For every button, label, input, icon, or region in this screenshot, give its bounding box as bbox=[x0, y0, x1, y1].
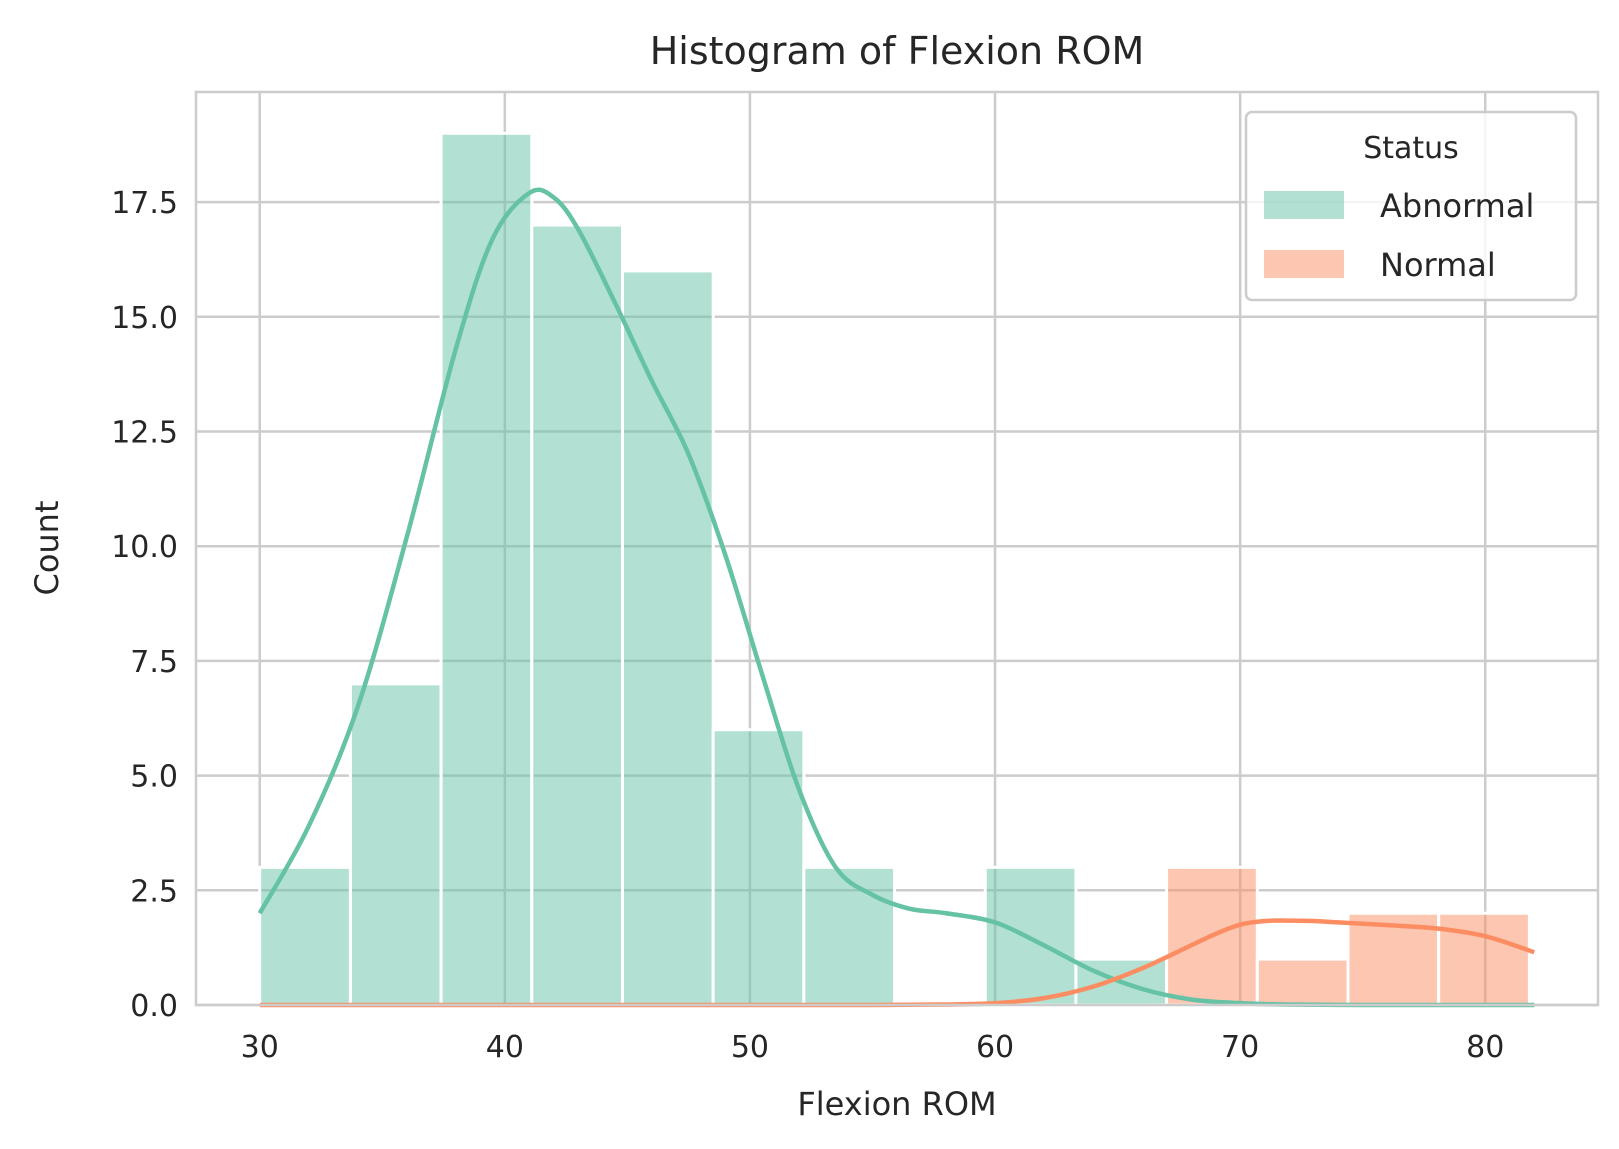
y-tick-label: 15.0 bbox=[111, 301, 178, 336]
legend: Status Abnormal Normal bbox=[1244, 110, 1578, 302]
chart-title: Histogram of Flexion ROM bbox=[650, 29, 1145, 73]
legend-label-abnormal: Abnormal bbox=[1380, 187, 1534, 225]
y-tick-label: 12.5 bbox=[111, 416, 178, 451]
x-tick-label: 70 bbox=[1221, 1030, 1259, 1065]
bar-abnormal bbox=[439, 131, 534, 1007]
plot-frame bbox=[194, 90, 1600, 1007]
bar-normal bbox=[1437, 911, 1531, 1007]
bar-abnormal bbox=[1074, 957, 1169, 1007]
bar-abnormal bbox=[802, 865, 897, 1007]
bar-abnormal bbox=[711, 728, 806, 1007]
x-tick-label: 60 bbox=[976, 1030, 1014, 1065]
kde-line-abnormal bbox=[257, 187, 1535, 1008]
y-tick-label: 5.0 bbox=[130, 760, 178, 795]
bar-normal bbox=[1255, 957, 1350, 1007]
bar-abnormal bbox=[348, 682, 443, 1007]
bar-abnormal bbox=[258, 865, 352, 1007]
histogram-bars bbox=[258, 131, 1531, 1007]
y-tick-label: 10.0 bbox=[111, 530, 178, 565]
legend-swatch-abnormal bbox=[1264, 191, 1344, 219]
y-tick-label: 2.5 bbox=[130, 874, 178, 909]
x-tick-label: 80 bbox=[1466, 1030, 1504, 1065]
x-tick-label: 50 bbox=[731, 1030, 769, 1065]
y-tick-label: 0.0 bbox=[130, 989, 178, 1024]
y-axis-title: Count bbox=[28, 500, 66, 595]
bar-abnormal bbox=[530, 223, 624, 1007]
x-tick-label: 30 bbox=[241, 1030, 279, 1065]
x-tick-label: 40 bbox=[486, 1030, 524, 1065]
y-tick-label: 17.5 bbox=[111, 186, 178, 221]
legend-swatch-normal bbox=[1264, 250, 1344, 278]
x-axis-title: Flexion ROM bbox=[797, 1085, 996, 1123]
bar-abnormal bbox=[620, 269, 715, 1007]
y-axis-ticks: 0.0 2.5 5.0 7.5 10.0 12.5 15.0 17.5 bbox=[111, 186, 178, 1024]
bar-abnormal bbox=[983, 865, 1078, 1007]
legend-label-normal: Normal bbox=[1380, 246, 1496, 284]
y-tick-label: 7.5 bbox=[130, 645, 178, 680]
legend-title: Status bbox=[1363, 131, 1459, 166]
x-axis-ticks: 30 40 50 60 70 80 bbox=[241, 1030, 1505, 1065]
